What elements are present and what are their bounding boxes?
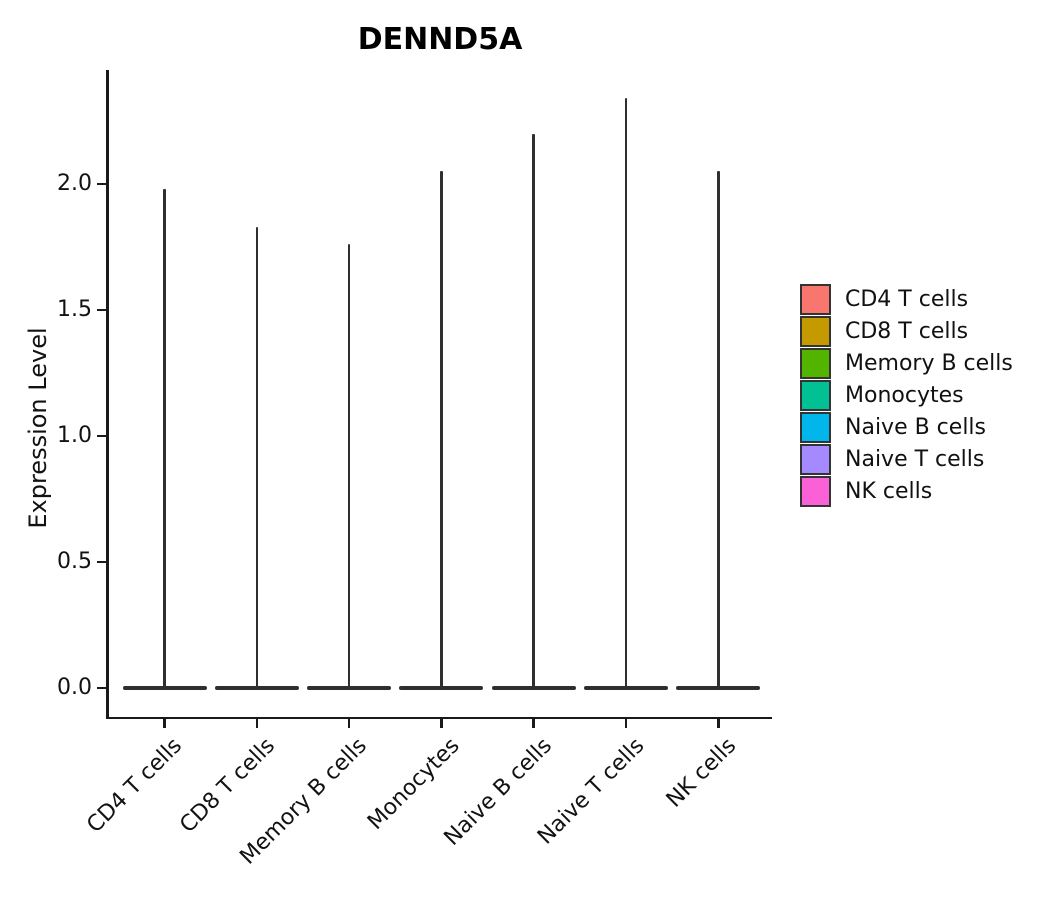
violin-2-base bbox=[214, 685, 299, 690]
legend-item-3: Memory B cells bbox=[800, 347, 1013, 379]
x-axis-line bbox=[106, 716, 772, 719]
y-axis-line bbox=[106, 70, 109, 719]
violin-7-base bbox=[676, 685, 761, 690]
y-axis-tick bbox=[97, 686, 106, 690]
legend-item-label: Memory B cells bbox=[845, 350, 1013, 376]
x-tick-label: CD4 T cells bbox=[82, 733, 188, 838]
y-axis-tick bbox=[97, 308, 106, 312]
legend-item-label: Monocytes bbox=[845, 382, 964, 408]
legend-item-2: CD8 T cells bbox=[800, 315, 1013, 347]
violin-1-spike bbox=[163, 189, 166, 690]
x-axis-tick bbox=[347, 719, 351, 728]
y-axis-tick bbox=[97, 434, 106, 438]
violin-6-spike bbox=[624, 98, 628, 690]
violin-4-base bbox=[399, 685, 484, 690]
y-axis-tick bbox=[97, 182, 106, 186]
legend-item-7: NK cells bbox=[800, 475, 1013, 507]
legend-item-1: CD4 T cells bbox=[800, 283, 1013, 315]
violin-2-spike bbox=[255, 226, 259, 690]
x-axis-tick bbox=[255, 719, 259, 728]
y-tick-label: 0.0 bbox=[57, 675, 92, 700]
y-axis-tick bbox=[97, 560, 106, 564]
legend-swatch-icon bbox=[800, 443, 831, 475]
violin-4-spike bbox=[440, 171, 443, 690]
legend-swatch-icon bbox=[800, 379, 831, 411]
legend: CD4 T cells CD8 T cells Memory B cells Mono… bbox=[800, 283, 1013, 507]
chart-title: DENND5A bbox=[357, 22, 523, 57]
legend-item-label: Naive T cells bbox=[845, 446, 985, 472]
y-tick-label: 0.5 bbox=[57, 549, 92, 574]
legend-item-4: Monocytes bbox=[800, 379, 1013, 411]
violin-3-base bbox=[307, 685, 392, 690]
x-axis-tick bbox=[717, 719, 720, 728]
violin-6-base bbox=[584, 685, 668, 690]
y-tick-label: 2.0 bbox=[57, 171, 92, 196]
violin-5-spike bbox=[532, 133, 535, 690]
legend-swatch-icon bbox=[800, 283, 831, 315]
violin-3-spike bbox=[347, 244, 351, 690]
violin-5-base bbox=[491, 685, 576, 690]
legend-item-label: NK cells bbox=[845, 478, 933, 504]
y-tick-label: 1.5 bbox=[57, 297, 92, 322]
legend-swatch-icon bbox=[800, 347, 831, 379]
x-axis-tick bbox=[440, 719, 443, 728]
legend-swatch-icon bbox=[800, 315, 831, 347]
legend-swatch-icon bbox=[800, 475, 831, 507]
x-axis-tick bbox=[624, 719, 628, 728]
legend-item-label: CD8 T cells bbox=[845, 318, 969, 344]
x-tick-label: NK cells bbox=[661, 733, 742, 813]
x-tick-label: Monocytes bbox=[362, 733, 465, 835]
y-tick-label: 1.0 bbox=[57, 423, 92, 448]
legend-item-label: CD4 T cells bbox=[845, 286, 969, 312]
violin-7-spike bbox=[717, 171, 720, 690]
legend-item-label: Naive B cells bbox=[845, 414, 987, 440]
legend-item-5: Naive B cells bbox=[800, 411, 1013, 443]
x-axis-tick bbox=[163, 719, 166, 728]
legend-item-6: Naive T cells bbox=[800, 443, 1013, 475]
violin-1-base bbox=[122, 685, 207, 690]
legend-swatch-icon bbox=[800, 411, 831, 443]
x-axis-tick bbox=[532, 719, 535, 728]
